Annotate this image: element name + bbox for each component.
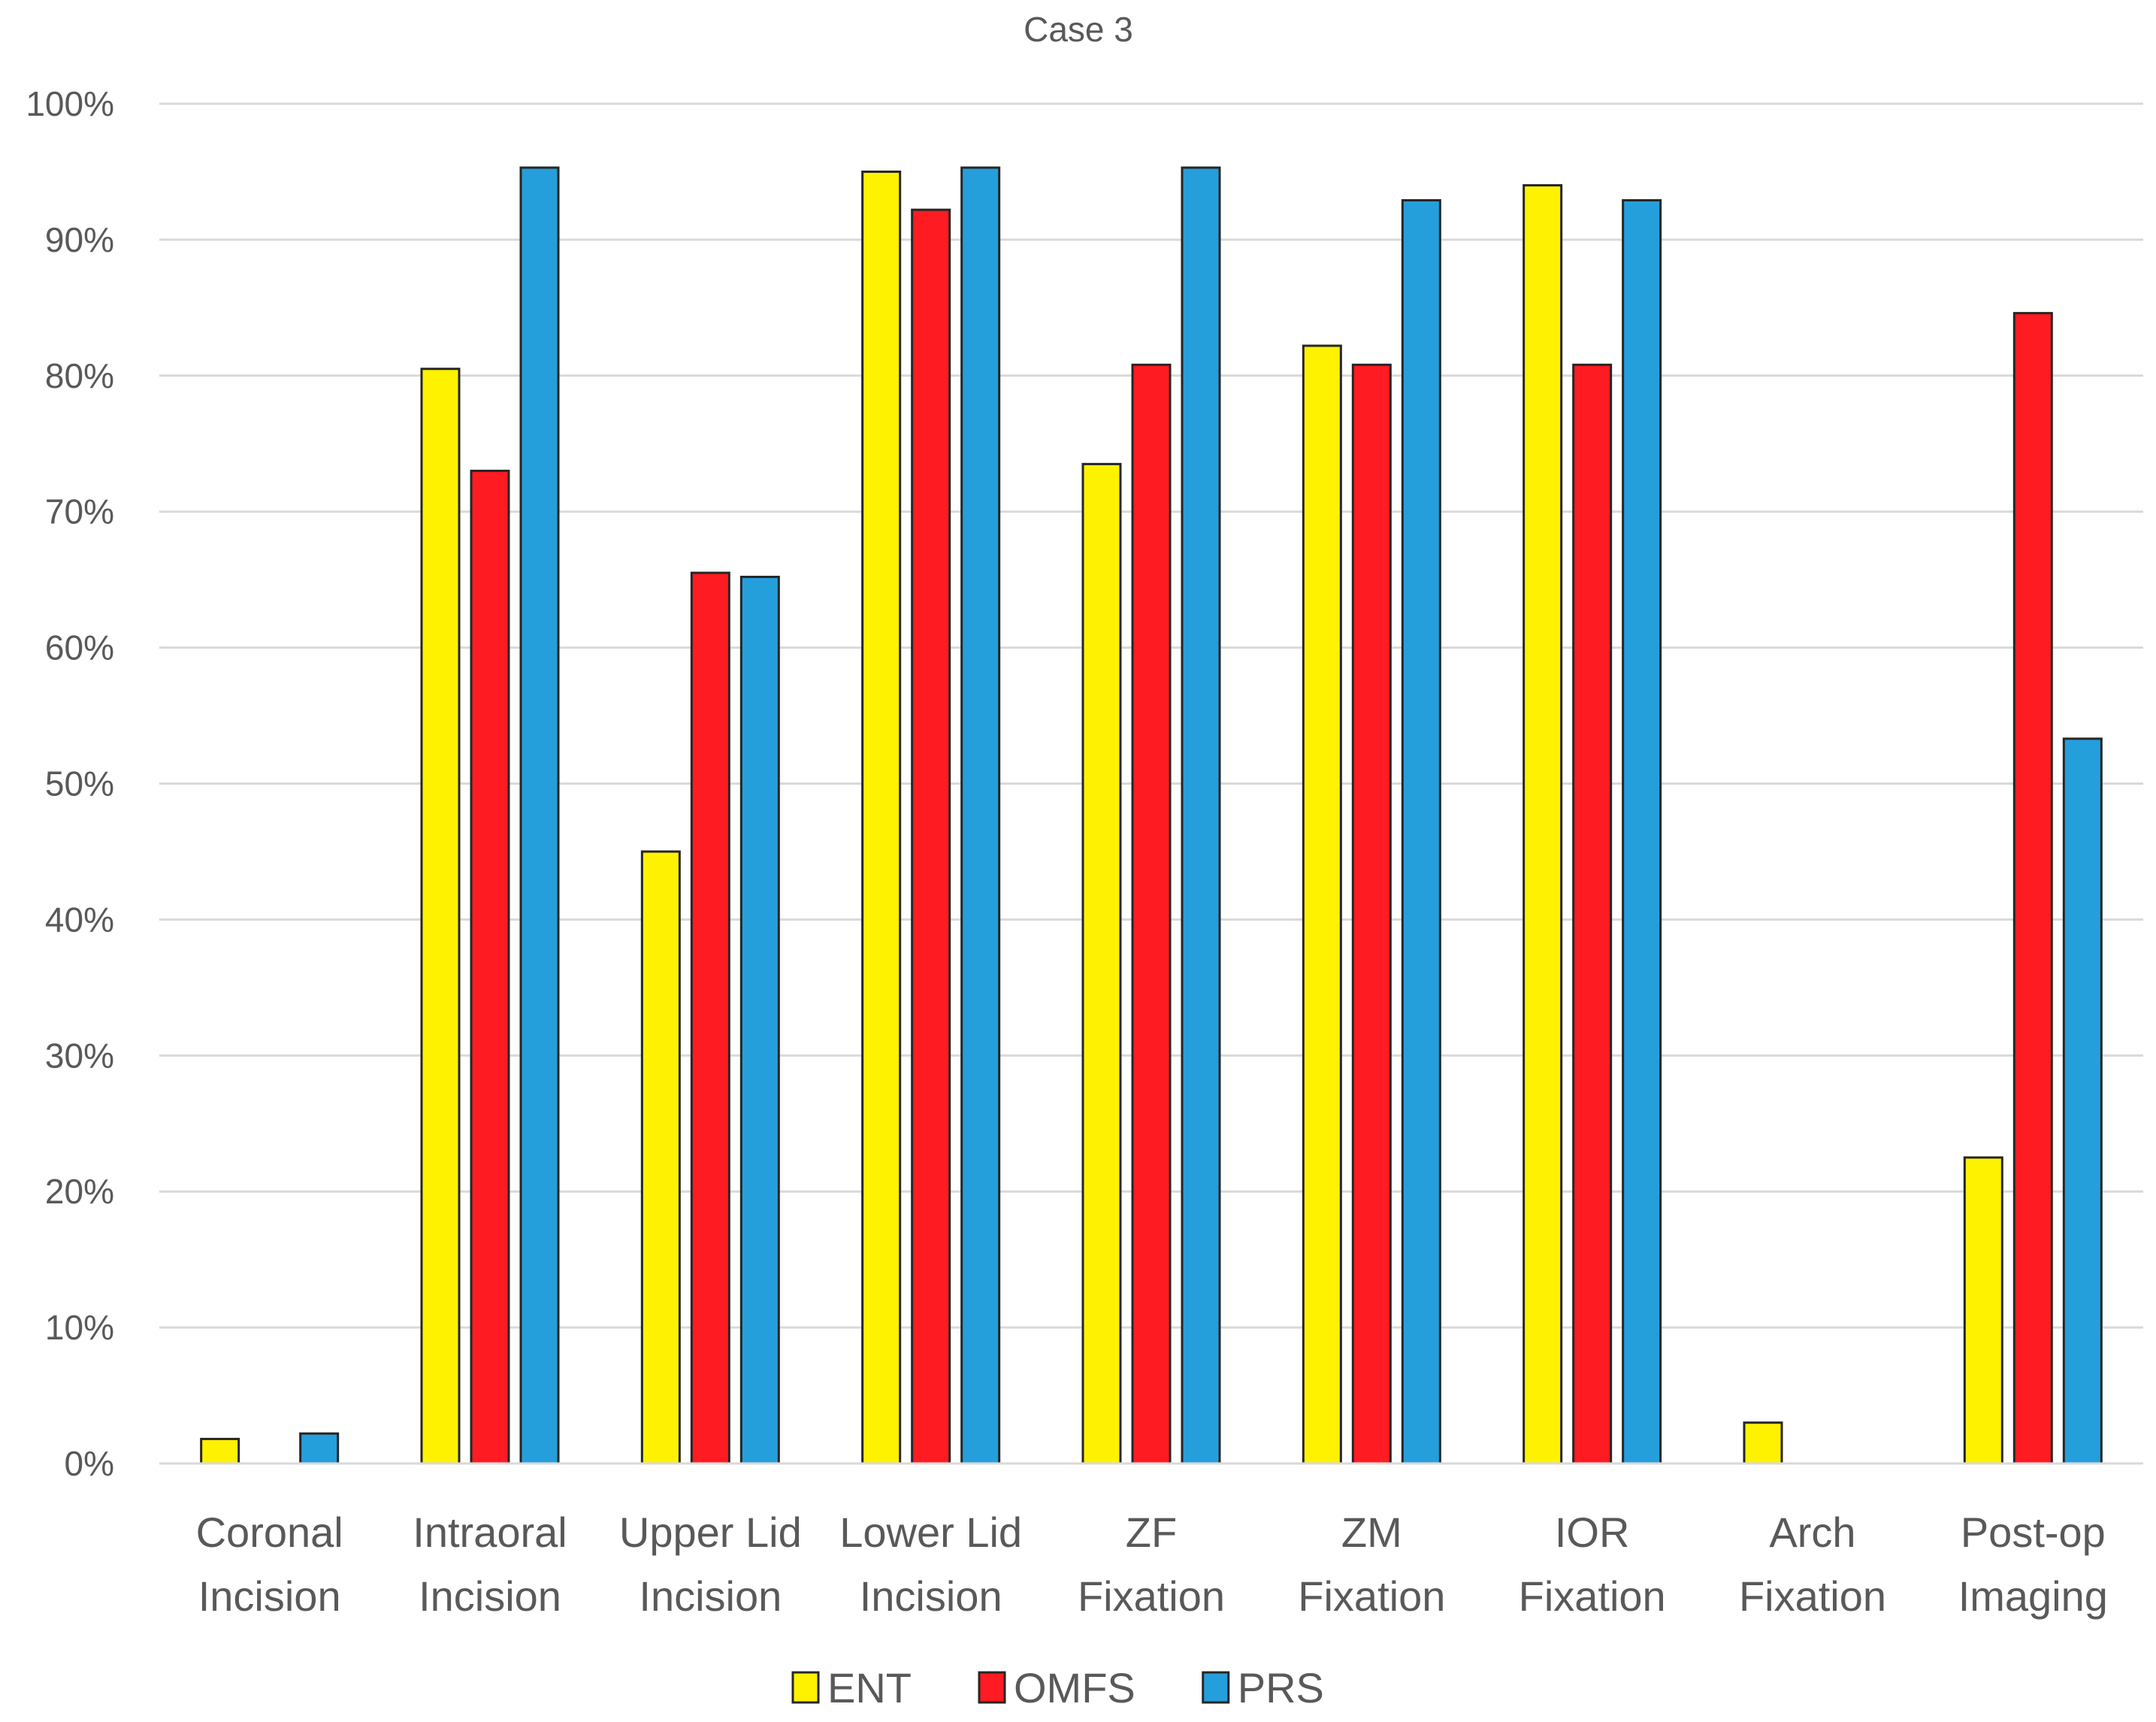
- x-tick-label: Post-op Imaging: [1958, 1509, 2108, 1620]
- y-tick-label: 40%: [45, 900, 114, 939]
- bar-ent: [200, 1437, 240, 1465]
- y-tick-label: 0%: [65, 1444, 114, 1483]
- legend-swatch: [978, 1671, 1006, 1704]
- legend-swatch: [1202, 1671, 1230, 1704]
- chart-title: Case 3: [1024, 10, 1133, 49]
- bar-omfs: [1572, 363, 1613, 1465]
- y-tick-label: 10%: [45, 1308, 114, 1347]
- bar-ent: [861, 170, 902, 1465]
- y-axis-tick-labels: 0% 10% 20% 30% 40% 50% 60% 70% 80% 90% 100%: [26, 84, 114, 1483]
- bar-prs: [739, 576, 780, 1465]
- bar-omfs: [2012, 312, 2053, 1465]
- bar-prs: [1622, 198, 1662, 1465]
- bar-ent: [1743, 1421, 1783, 1465]
- legend-label: OMFS: [1014, 1664, 1135, 1711]
- x-tick-label: Arch Fixation: [1739, 1509, 1886, 1620]
- bar-omfs: [911, 208, 951, 1465]
- y-tick-label: 30%: [45, 1036, 114, 1075]
- bar-omfs: [1351, 363, 1392, 1465]
- bar-prs: [519, 166, 560, 1465]
- bar-ent: [420, 368, 461, 1465]
- bar-ent: [640, 850, 681, 1465]
- legend-label: PRS: [1238, 1664, 1324, 1711]
- bar-ent: [1523, 184, 1563, 1465]
- y-tick-label: 20%: [45, 1172, 114, 1211]
- legend-item-omfs: OMFS: [978, 1664, 1135, 1711]
- legend: ENT OMFS PRS: [791, 1664, 1324, 1711]
- y-tick-label: 100%: [26, 84, 114, 123]
- bar-ent: [1302, 344, 1342, 1465]
- x-tick-label: ZM Fixation: [1298, 1509, 1445, 1620]
- y-tick-label: 70%: [45, 492, 114, 531]
- bar-prs: [299, 1432, 340, 1465]
- bar-prs: [2062, 737, 2103, 1465]
- bar-prs: [1181, 166, 1221, 1465]
- bars: [200, 166, 2103, 1465]
- legend-label: ENT: [827, 1664, 912, 1711]
- legend-item-ent: ENT: [791, 1664, 912, 1711]
- bar-ent: [1963, 1156, 2003, 1465]
- x-tick-label: Lower Lid Incision: [839, 1509, 1022, 1620]
- bar-omfs: [690, 571, 730, 1465]
- bar-ent: [1081, 462, 1122, 1465]
- legend-swatch: [791, 1671, 820, 1704]
- bar-prs: [1401, 198, 1441, 1465]
- y-tick-label: 50%: [45, 764, 114, 803]
- y-tick-label: 60%: [45, 628, 114, 667]
- legend-item-prs: PRS: [1202, 1664, 1324, 1711]
- bar-prs: [960, 166, 1001, 1465]
- x-tick-label: Coronal Incision: [196, 1509, 343, 1620]
- x-axis-tick-labels: Coronal Incision Intraoral Incision Upper Li…: [196, 1509, 2108, 1620]
- x-tick-label: ZF Fixation: [1078, 1509, 1225, 1620]
- x-tick-label: IOR Fixation: [1519, 1509, 1666, 1620]
- bar-omfs: [1131, 363, 1172, 1465]
- y-tick-label: 90%: [45, 220, 114, 259]
- y-tick-label: 80%: [45, 356, 114, 395]
- x-tick-label: Upper Lid Incision: [619, 1509, 802, 1620]
- x-tick-label: Intraoral Incision: [413, 1509, 567, 1620]
- bar-omfs: [470, 469, 510, 1465]
